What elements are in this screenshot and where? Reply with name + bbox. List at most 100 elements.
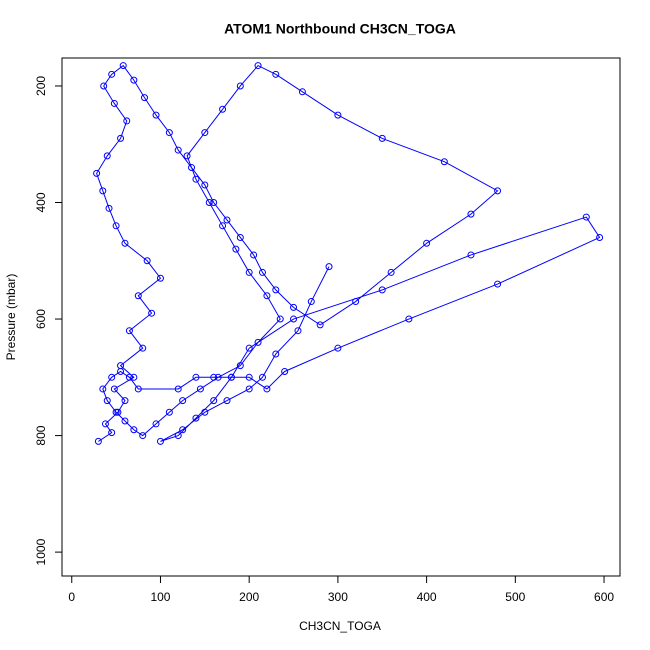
data-point [263, 385, 271, 393]
data-point [101, 420, 109, 428]
data-point [582, 213, 590, 221]
data-point [596, 233, 604, 241]
data-point [201, 129, 209, 137]
data-point [117, 134, 125, 142]
plot-frame [61, 57, 621, 577]
data-point [121, 239, 129, 247]
x-tick-label: 200 [239, 590, 259, 604]
data-point [236, 233, 244, 241]
data-point [125, 327, 133, 335]
data-point [210, 199, 218, 207]
data-point [192, 175, 200, 183]
x-tick-label: 500 [505, 590, 525, 604]
data-point [201, 181, 209, 189]
data-point [258, 373, 266, 381]
data-point [119, 62, 127, 70]
data-point [141, 94, 149, 102]
data-point [148, 309, 156, 317]
data-point [272, 70, 280, 78]
data-point [196, 385, 204, 393]
data-point [219, 105, 227, 113]
data-point [494, 280, 502, 288]
data-point [99, 385, 107, 393]
data-point [179, 397, 187, 405]
data-point [108, 373, 116, 381]
data-point [112, 408, 120, 416]
y-tick-label: 600 [34, 309, 48, 329]
data-point [272, 350, 280, 358]
data-point [223, 397, 231, 405]
data-point [276, 315, 284, 323]
data-point [334, 111, 342, 119]
data-point [258, 268, 266, 276]
y-tick-label: 1000 [34, 538, 48, 565]
data-point [100, 82, 108, 90]
data-point [139, 432, 147, 440]
data-point [387, 268, 395, 276]
data-point [143, 257, 151, 265]
data-point [214, 373, 222, 381]
data-point [110, 99, 118, 107]
data-point [254, 62, 262, 70]
data-point [121, 417, 129, 425]
data-point [108, 429, 116, 437]
data-line [96, 64, 601, 442]
data-point [110, 385, 118, 393]
data-point [130, 426, 138, 434]
x-axis-label: CH3CN_TOGA [299, 619, 381, 633]
data-point [298, 88, 306, 96]
x-tick-label: 400 [417, 590, 437, 604]
data-point [334, 344, 342, 352]
data-point [105, 204, 113, 212]
x-tick-label: 0 [68, 590, 75, 604]
data-point [245, 385, 253, 393]
data-point [174, 385, 182, 393]
data-point [152, 111, 160, 119]
data-point [378, 286, 386, 294]
data-point [423, 239, 431, 247]
data-point [378, 134, 386, 142]
data-point [103, 152, 111, 160]
data-point [245, 344, 253, 352]
data-point [130, 373, 138, 381]
data-point [108, 70, 116, 78]
data-point [325, 263, 333, 271]
data-point [236, 82, 244, 90]
data-point [99, 187, 107, 195]
data-point [210, 373, 218, 381]
data-point [219, 222, 227, 230]
data-point [156, 274, 164, 282]
data-point [117, 367, 125, 375]
data-point [440, 158, 448, 166]
x-tick-label: 100 [150, 590, 170, 604]
data-point [307, 298, 315, 306]
data-point [174, 146, 182, 154]
data-point [152, 420, 160, 428]
data-point [134, 385, 142, 393]
x-tick-label: 300 [328, 590, 348, 604]
y-tick-label: 200 [34, 76, 48, 96]
data-point [130, 76, 138, 84]
data-point [121, 397, 129, 405]
data-point [192, 414, 200, 422]
y-axis-label: Pressure (mbar) [4, 274, 18, 361]
data-point [281, 367, 289, 375]
data-point [103, 397, 111, 405]
data-point [232, 245, 240, 253]
x-tick-label: 600 [594, 590, 614, 604]
data-point [272, 286, 280, 294]
data-point [165, 129, 173, 137]
y-tick-label: 400 [34, 192, 48, 212]
data-point [93, 169, 101, 177]
data-point [352, 298, 360, 306]
data-point [165, 408, 173, 416]
data-point [467, 251, 475, 259]
data-point [245, 373, 253, 381]
data-point [467, 210, 475, 218]
data-point [494, 187, 502, 195]
data-point [250, 251, 258, 259]
data-point [205, 199, 213, 207]
chart-title: ATOM1 Northbound CH3CN_TOGA [224, 21, 456, 37]
y-tick-label: 800 [34, 425, 48, 445]
